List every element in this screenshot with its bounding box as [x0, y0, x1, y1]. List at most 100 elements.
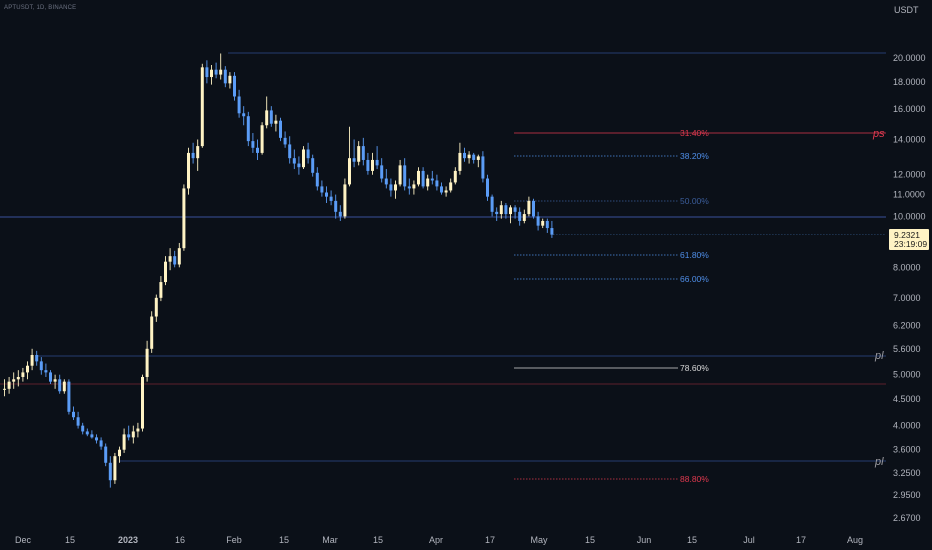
candle-body — [499, 205, 503, 215]
time-tick-label: Mar — [322, 535, 338, 545]
candle-body — [104, 446, 108, 463]
price-tick-label: 7.0000 — [893, 293, 921, 303]
price-tick-label: 3.6000 — [893, 445, 921, 455]
candle-body — [210, 69, 213, 78]
candle-body — [426, 178, 430, 187]
candle-body — [329, 196, 333, 201]
candle-body — [99, 440, 103, 447]
candle-body — [421, 170, 425, 187]
candle-body — [348, 158, 351, 185]
candle-body — [315, 172, 319, 187]
price-tick-label: 11.0000 — [893, 190, 925, 200]
candle-body — [279, 120, 282, 138]
candle-body — [90, 434, 94, 438]
candle-body — [81, 425, 85, 432]
candle-body — [352, 158, 356, 162]
candle-body — [467, 154, 471, 159]
candle-body — [536, 216, 540, 226]
candle-body — [196, 146, 200, 159]
candlestick-series — [3, 53, 886, 488]
marker-label: pl — [874, 456, 884, 468]
candle-body — [463, 152, 466, 159]
price-tick-label: 5.0000 — [893, 370, 921, 380]
candle-body — [136, 428, 140, 432]
candle-body — [21, 372, 25, 377]
time-tick-label: Apr — [429, 535, 443, 545]
candle-body — [384, 178, 388, 185]
candle-body — [67, 381, 71, 412]
price-axis: 20.0000 18.0000 16.0000 14.0000 12.0000 11.00… — [893, 53, 926, 523]
price-tick-label: 20.0000 — [893, 53, 926, 63]
symbol-title: APTUSDT, 1D, BINANCE — [4, 5, 77, 11]
candle-body — [168, 256, 172, 262]
candle-body — [246, 116, 250, 142]
candle-body — [389, 184, 393, 191]
fib-level-label: 31.40% — [680, 128, 709, 138]
candle-body — [513, 207, 517, 212]
candle-body — [334, 200, 338, 212]
candle-body — [292, 158, 296, 164]
candle-body — [228, 75, 232, 84]
price-tick-label: 2.9500 — [893, 490, 921, 500]
candle-body — [453, 170, 457, 183]
candle-body — [30, 354, 34, 366]
candle-body — [58, 379, 62, 392]
candle-body — [325, 192, 328, 197]
fib-level-label: 38.20% — [680, 151, 709, 161]
candle-body — [297, 163, 301, 168]
candle-body — [495, 211, 499, 215]
candle-body — [320, 186, 324, 193]
candle-body — [288, 144, 292, 159]
candle-body — [343, 184, 347, 217]
candle-body — [122, 434, 126, 450]
candle-body — [444, 190, 448, 193]
candle-body — [490, 196, 494, 212]
candle-body — [191, 152, 195, 159]
time-tick-label: 2023 — [118, 535, 138, 545]
current-price-box: 9.2321 23:19:09 — [889, 229, 929, 250]
candle-body — [449, 182, 453, 191]
time-tick-label: 16 — [175, 535, 185, 545]
candle-body — [26, 365, 29, 373]
price-tick-label: 10.0000 — [893, 211, 926, 221]
candle-body — [242, 113, 246, 117]
candle-body — [177, 248, 181, 265]
candle-body — [187, 152, 190, 189]
fib-level-label: 66.00% — [680, 274, 709, 284]
candle-body — [481, 156, 485, 179]
candle-body — [403, 165, 407, 187]
time-tick-label: 15 — [585, 535, 595, 545]
time-tick-label: Jul — [743, 535, 755, 545]
time-tick-label: 15 — [373, 535, 383, 545]
candle-body — [486, 178, 489, 197]
candle-body — [159, 282, 163, 298]
candle-body — [532, 200, 535, 217]
candle-body — [550, 228, 554, 235]
price-tick-label: 2.6700 — [893, 513, 921, 523]
fib-level-label: 78.60% — [680, 363, 709, 373]
candle-body — [72, 411, 75, 418]
candle-body — [7, 381, 11, 389]
fibonacci-levels: 31.40% 38.20% 50.00% 61.80% 66.00% 78.60% 88.8… — [514, 128, 886, 484]
price-tick-label: 14.0000 — [893, 134, 926, 144]
time-axis: Dec 15 2023 16 Feb 15 Mar 15 Apr 17 May 15 Jun 15 Jul 1… — [15, 535, 863, 545]
price-tick-label: 3.2500 — [893, 468, 921, 478]
candle-body — [154, 297, 158, 317]
price-tick-label: 12.0000 — [893, 170, 926, 180]
candle-body — [407, 186, 411, 189]
price-tick-label: 16.0000 — [893, 104, 926, 114]
candle-body — [44, 370, 48, 373]
candle-body — [12, 379, 16, 382]
candle-body — [522, 214, 526, 221]
time-tick-label: 17 — [485, 535, 495, 545]
candle-body — [141, 376, 144, 429]
fib-level-label: 61.80% — [680, 250, 709, 260]
candle-body — [233, 75, 236, 97]
time-tick-label: Dec — [15, 535, 32, 545]
candle-body — [3, 388, 6, 390]
candle-body — [283, 137, 287, 145]
candle-body — [306, 149, 310, 159]
time-tick-label: Aug — [847, 535, 863, 545]
candle-body — [223, 69, 227, 84]
